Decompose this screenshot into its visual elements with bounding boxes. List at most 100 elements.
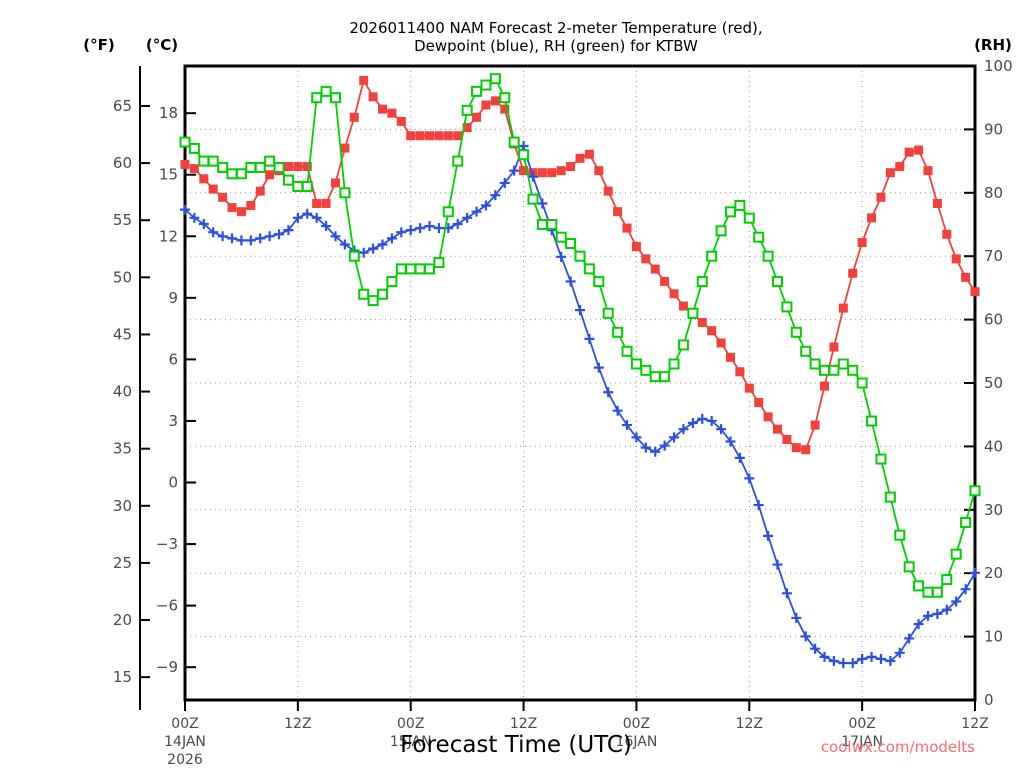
data-point (961, 272, 971, 282)
data-point (810, 420, 820, 430)
data-point (180, 159, 190, 169)
data-point (593, 362, 604, 373)
data-point (414, 263, 426, 275)
data-point (894, 647, 905, 658)
data-point (189, 212, 200, 223)
data-point (725, 436, 736, 447)
data-point (227, 203, 237, 213)
data-point (970, 287, 980, 297)
data-point (914, 145, 924, 155)
data-point (857, 237, 867, 247)
data-point (734, 452, 745, 463)
data-point (716, 338, 726, 348)
data-point (489, 73, 501, 85)
data-point (235, 168, 247, 180)
data-point (621, 345, 633, 357)
day-label: 16JAN (616, 734, 658, 750)
data-point (302, 162, 312, 172)
data-point (885, 656, 896, 667)
time-tick-label: 12Z (961, 716, 988, 732)
data-point (942, 229, 952, 239)
x-axis-title: Forecast Time (UTC) (400, 732, 632, 758)
data-point (594, 166, 604, 176)
data-point (556, 166, 566, 176)
data-point (500, 104, 510, 114)
data-point (622, 420, 633, 431)
data-point (386, 233, 397, 244)
year-label: 2026 (167, 752, 203, 768)
data-point (433, 257, 445, 269)
data-point (472, 112, 482, 122)
rh-tick-label: 90 (984, 120, 1003, 138)
data-point (809, 358, 821, 370)
rh-tick-label: 10 (984, 628, 1003, 646)
data-point (754, 397, 764, 407)
data-point (198, 218, 209, 229)
data-point (264, 231, 275, 242)
data-point (837, 358, 849, 370)
data-point (340, 143, 350, 153)
data-point (471, 85, 483, 97)
celsius-tick-label: −6 (156, 597, 178, 615)
data-point (819, 651, 830, 662)
data-point (894, 529, 906, 541)
data-point (368, 92, 378, 102)
data-point (452, 155, 464, 167)
data-point (556, 251, 567, 262)
data-point (330, 231, 341, 242)
data-point (518, 149, 530, 161)
data-point (913, 619, 924, 630)
data-point (415, 223, 426, 234)
fahrenheit-axis: 15 20 25 30 35 40 45 50 55 60 65 (113, 66, 150, 710)
data-point (255, 233, 266, 244)
data-point (321, 221, 332, 232)
data-point (884, 491, 896, 503)
data-point (941, 604, 952, 615)
data-point (246, 201, 256, 211)
data-point (329, 92, 341, 104)
data-point (820, 381, 830, 391)
data-point (725, 352, 735, 362)
data-point (481, 100, 491, 110)
data-point (236, 207, 246, 217)
data-point (970, 567, 980, 578)
celsius-tick-label: 15 (159, 166, 178, 184)
data-point (302, 208, 313, 219)
data-point (923, 166, 933, 176)
data-point (254, 161, 266, 173)
data-point (452, 218, 463, 229)
data-point (696, 276, 708, 288)
chart-title-line1: 2026011400 NAM Forecast 2-meter Temperat… (349, 19, 762, 37)
data-point (885, 168, 895, 178)
data-point (536, 219, 548, 230)
data-point (630, 358, 642, 370)
data-point (716, 424, 727, 435)
data-point (378, 104, 387, 114)
data-point (613, 207, 623, 217)
day-label: 15JAN (390, 734, 432, 750)
data-point (359, 75, 369, 85)
data-point (584, 149, 594, 159)
data-point (660, 276, 670, 286)
data-point (895, 162, 905, 172)
data-point (847, 658, 858, 669)
data-point (217, 161, 229, 173)
data-point (453, 131, 463, 141)
data-point (603, 186, 613, 196)
data-point (772, 276, 783, 288)
series-line (184, 77, 976, 451)
data-point (255, 186, 265, 196)
data-point (659, 371, 671, 383)
data-point (687, 307, 699, 319)
data-series-layer (180, 73, 981, 669)
data-point (226, 168, 238, 180)
data-point (734, 199, 746, 211)
celsius-axis: −9 −6 −3 0 3 6 9 12 15 18 (156, 104, 196, 676)
fahrenheit-tick-label: 30 (113, 497, 132, 515)
data-point (565, 238, 577, 250)
rh-axis: 0 10 20 30 40 50 60 70 80 90 100 (964, 57, 1013, 709)
data-point (697, 317, 707, 327)
fahrenheit-tick-label: 45 (113, 325, 132, 343)
data-point (218, 192, 228, 202)
data-point (866, 415, 878, 427)
